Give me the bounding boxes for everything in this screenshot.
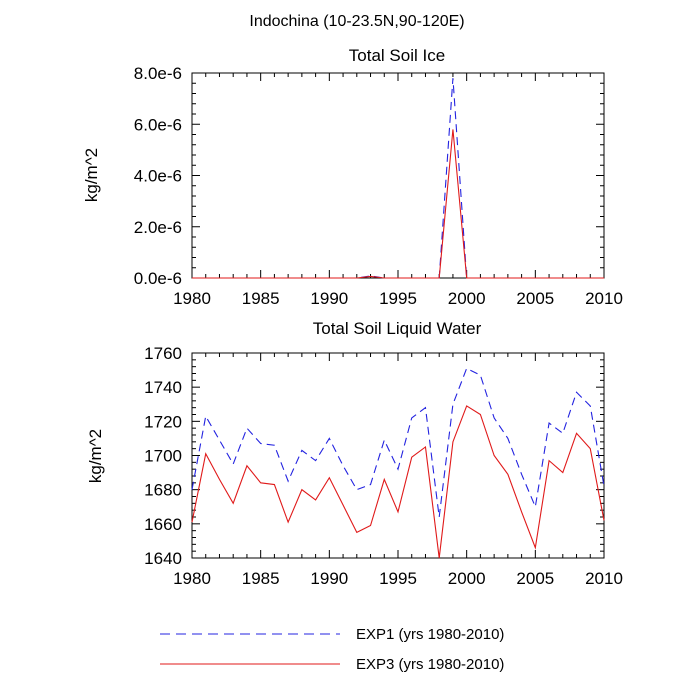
panel-top-ytick-label: 6.0e-6: [134, 115, 182, 134]
panel-bottom-title: Total Soil Liquid Water: [313, 319, 482, 338]
panel-top-xtick-label: 1990: [310, 289, 348, 308]
legend-label-exp3: EXP3 (yrs 1980-2010): [356, 656, 504, 673]
panel-bottom-xtick-label: 1995: [379, 569, 417, 588]
panel-bottom-ytick-label: 1760: [144, 344, 182, 363]
legend-label-exp1: EXP1 (yrs 1980-2010): [356, 626, 504, 643]
panel-top-xtick-label: 2005: [516, 289, 554, 308]
panel-bottom-ytick-label: 1740: [144, 378, 182, 397]
panel-bottom-xtick-label: 1980: [173, 569, 211, 588]
panel-bottom-xtick-label: 1990: [310, 569, 348, 588]
panel-bottom-ytick-label: 1680: [144, 481, 182, 500]
panel-top-frame: [191, 72, 605, 279]
panel-top-ytick-label: 8.0e-6: [134, 64, 182, 83]
panel-top-series-exp1-line: [192, 78, 604, 279]
panel-top-xtick-label: 2010: [585, 289, 623, 308]
panel-bottom-axes: 1980 1985 1990 1995 2000 2005 2010 1640 1660 1680…: [144, 344, 623, 588]
panel-bottom-ytick-label: 1640: [144, 549, 182, 568]
panel-bottom-series-exp3-line: [191, 405, 605, 559]
panel-top-ylabel: kg/m^2: [82, 148, 101, 202]
panel-bottom-ylabel: kg/m^2: [86, 429, 105, 483]
panel-bottom-frame: [191, 352, 605, 559]
panel-bottom-ytick-label: 1720: [144, 412, 182, 431]
panel-bottom-series-exp1-line: [191, 367, 605, 518]
panel-bottom-ytick-label: 1700: [144, 447, 182, 466]
panel-top-series-exp3-line: [192, 129, 604, 279]
panel-top-ytick-label: 4.0e-6: [134, 167, 182, 186]
panel-top-axes: 1980 1985 1990 1995 2000 2005 2010 0.0e-6 2.0e-6…: [134, 64, 623, 308]
panel-bottom-ytick-label: 1660: [144, 515, 182, 534]
panel-top-ytick-label: 0.0e-6: [134, 269, 182, 288]
figure-suptitle: Indochina (10-23.5N,90-120E): [249, 13, 464, 30]
panel-bottom-xtick-label: 2010: [585, 569, 623, 588]
panel-bottom-xtick-label: 2005: [516, 569, 554, 588]
panel-top-xtick-label: 2000: [448, 289, 486, 308]
panel-bottom-xtick-label: 1985: [242, 569, 280, 588]
panel-top-ytick-label: 2.0e-6: [134, 218, 182, 237]
panel-top-title: Total Soil Ice: [349, 46, 445, 65]
panel-top-xtick-label: 1995: [379, 289, 417, 308]
panel-bottom-xtick-label: 2000: [448, 569, 486, 588]
panel-top-xtick-label: 1985: [242, 289, 280, 308]
panel-top-xtick-label: 1980: [173, 289, 211, 308]
legend: EXP1 (yrs 1980-2010) EXP3 (yrs 1980-2010…: [160, 626, 504, 673]
